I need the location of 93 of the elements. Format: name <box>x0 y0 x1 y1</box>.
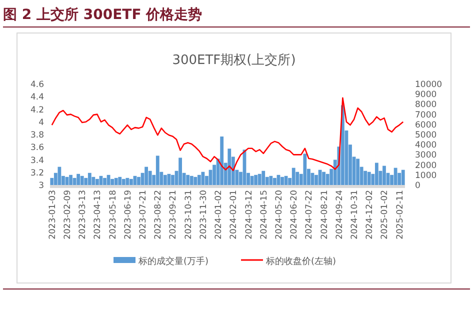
bar <box>269 176 273 185</box>
bar <box>292 168 296 185</box>
x-tick-label: 2023-03-13 <box>78 190 88 240</box>
bar <box>364 170 368 185</box>
bar <box>69 174 72 185</box>
y-tick-label: 3 <box>38 181 44 191</box>
x-tick-label: 2024-01-02 <box>214 190 224 240</box>
chart-subtitle: 300ETF期权(上交所) <box>172 52 296 68</box>
y2-tick-label: 3000 <box>415 150 437 161</box>
bar <box>186 174 190 185</box>
bar <box>394 168 398 185</box>
bar <box>220 136 224 185</box>
y-tick-label: 4.6 <box>30 80 44 90</box>
bar <box>148 170 152 185</box>
bar <box>76 174 80 185</box>
bar <box>194 176 198 185</box>
x-tick-label: 2024-08-21 <box>320 190 330 240</box>
x-tick-label: 2024-04-15 <box>259 190 270 240</box>
bar <box>296 172 300 185</box>
x-tick-label: 2024-02-01 <box>229 190 240 240</box>
bar <box>58 166 62 185</box>
bar <box>228 148 232 185</box>
x-tick-label: 2023-02-09 <box>62 190 73 240</box>
bar <box>118 176 122 185</box>
chart-title: 图 2 上交所 300ETF 价格走势 <box>3 6 202 23</box>
legend-label: 标的成交量(万手) <box>138 256 209 267</box>
bar <box>137 176 140 185</box>
bar <box>126 178 130 185</box>
bar <box>374 162 378 185</box>
x-tick-label: 2023-07-21 <box>138 190 149 240</box>
bar <box>262 170 266 185</box>
x-tick-label: 2023-01-03 <box>48 190 58 240</box>
x-tick-label: 2024-10-31 <box>350 190 360 240</box>
bar <box>110 178 114 185</box>
y2-tick-label: 7000 <box>415 110 437 120</box>
y-tick-label: 4 <box>38 118 44 128</box>
y2-tick-label: 9000 <box>415 90 437 100</box>
bar <box>88 172 92 185</box>
x-tick-label: 2023-09-21 <box>168 190 179 240</box>
y-tick-label: 3.8 <box>30 130 44 140</box>
bar <box>190 176 194 185</box>
y2-tick-label: 10000 <box>415 80 442 90</box>
x-tick-label: 2025-01-02 <box>380 190 390 240</box>
bar <box>367 172 371 185</box>
bar <box>92 176 96 185</box>
y-tick-label: 3.4 <box>30 156 44 166</box>
y2-tick-label: 6000 <box>415 120 437 130</box>
bar <box>254 174 258 185</box>
bar <box>144 166 148 185</box>
y-tick-label: 3.6 <box>30 143 44 154</box>
bar <box>382 166 386 185</box>
bar <box>122 178 126 185</box>
bar <box>356 158 360 185</box>
bar <box>156 156 160 185</box>
y-tick-label: 4.4 <box>30 92 44 103</box>
x-tick-label: 2023-08-22 <box>154 190 164 240</box>
x-tick-label: 2024-06-20 <box>290 190 300 240</box>
bar <box>178 158 182 185</box>
y2-tick-label: 1000 <box>415 170 437 181</box>
x-tick-label: 2023-11-30 <box>198 190 209 240</box>
bar <box>129 178 133 185</box>
bar <box>322 172 326 185</box>
y2-tick-label: 0 <box>415 181 420 191</box>
bar <box>80 176 84 185</box>
line-series <box>51 97 404 172</box>
x-tick-label: 2024-03-12 <box>244 190 254 240</box>
x-tick-label: 2024-07-22 <box>304 190 315 240</box>
x-tick-label: 2023-06-19 <box>123 190 134 240</box>
bar <box>273 178 276 185</box>
x-tick-label: 2023-04-13 <box>93 190 104 240</box>
bar <box>280 176 284 185</box>
bar <box>197 174 201 185</box>
y-tick-label: 4.2 <box>30 105 44 116</box>
bar <box>258 174 262 185</box>
x-tick-label: 2024-09-24 <box>334 190 345 240</box>
bar <box>163 174 167 185</box>
x-tick-label: 2023-05-18 <box>108 190 118 240</box>
x-tick-label: 2025-02-11 <box>395 190 406 240</box>
bar <box>96 178 99 185</box>
x-tick-label: 2024-12-02 <box>365 190 376 240</box>
y-tick-label: 3.2 <box>30 168 44 178</box>
x-tick-label: 2023-10-31 <box>184 190 194 240</box>
y2-tick-label: 8000 <box>415 100 437 110</box>
legend-label: 标的收盘价(左轴) <box>265 256 336 267</box>
y2-tick-label: 5000 <box>415 130 437 140</box>
bar <box>103 178 106 185</box>
bar <box>401 170 405 185</box>
x-tick-label: 2024-05-20 <box>274 190 284 240</box>
bar <box>303 154 307 185</box>
bar <box>114 178 118 185</box>
bar <box>171 174 174 185</box>
y2-tick-label: 2000 <box>415 160 437 171</box>
y2-tick-label: 4000 <box>415 140 437 151</box>
